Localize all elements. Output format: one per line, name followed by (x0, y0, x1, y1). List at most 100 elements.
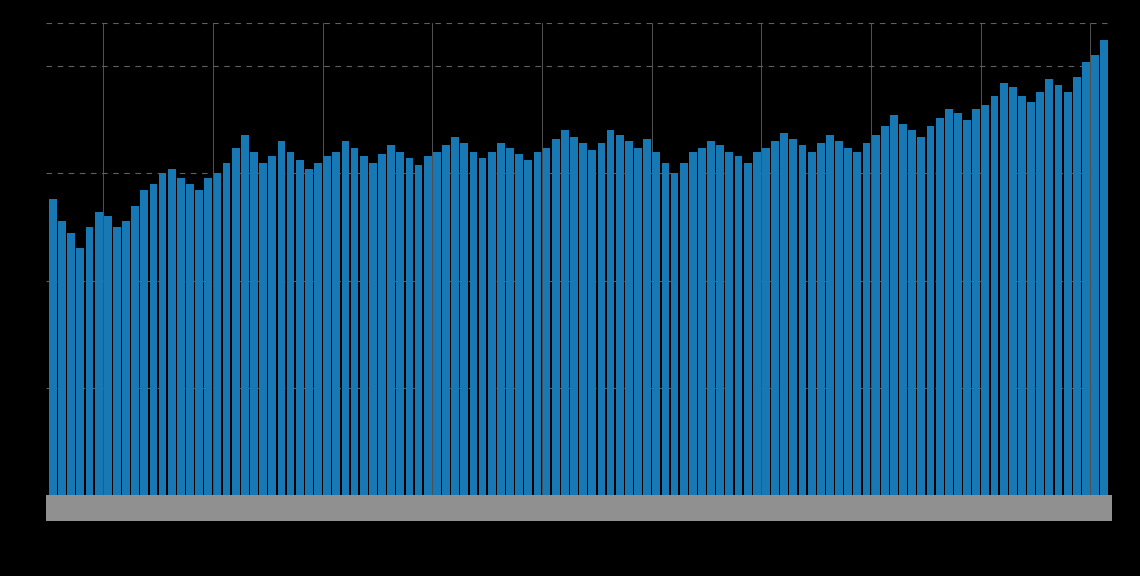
Bar (58, 221, 66, 495)
Bar (378, 154, 386, 495)
Bar (707, 141, 715, 495)
Bar (1064, 92, 1072, 495)
Bar (95, 212, 103, 495)
Bar (534, 152, 541, 495)
Bar (76, 248, 84, 495)
Bar (845, 147, 852, 495)
Bar (918, 137, 926, 495)
Bar (342, 141, 349, 495)
Bar (616, 135, 624, 495)
Bar (606, 130, 614, 495)
Bar (661, 162, 669, 495)
Bar (250, 152, 258, 495)
Bar (588, 150, 596, 495)
Bar (771, 141, 779, 495)
Bar (909, 130, 917, 495)
Bar (286, 152, 294, 495)
Bar (497, 143, 505, 495)
Bar (149, 184, 157, 495)
Bar (881, 126, 889, 495)
Bar (140, 191, 148, 495)
Bar (963, 120, 971, 495)
Bar (306, 169, 312, 495)
Bar (277, 141, 285, 495)
Bar (643, 139, 651, 495)
Bar (1054, 85, 1062, 495)
Bar (296, 161, 303, 495)
Bar (1027, 103, 1035, 495)
Bar (415, 165, 423, 495)
Bar (122, 221, 130, 495)
Bar (734, 156, 742, 495)
Bar (991, 96, 999, 495)
Bar (752, 152, 760, 495)
Bar (698, 147, 706, 495)
Bar (524, 161, 532, 495)
Bar (333, 152, 340, 495)
Bar (470, 152, 478, 495)
Bar (854, 152, 861, 495)
Bar (625, 141, 633, 495)
Bar (259, 162, 267, 495)
Bar (579, 143, 587, 495)
Bar (689, 152, 697, 495)
Bar (388, 145, 396, 495)
Bar (86, 227, 93, 495)
Bar (762, 147, 770, 495)
Bar (826, 135, 833, 495)
Bar (231, 147, 239, 495)
Bar (451, 137, 459, 495)
Bar (945, 109, 953, 495)
Bar (552, 139, 560, 495)
Bar (936, 118, 944, 495)
Bar (424, 156, 432, 495)
Bar (369, 162, 376, 495)
Bar (1000, 83, 1008, 495)
Bar (634, 147, 642, 495)
Bar (113, 227, 121, 495)
Bar (268, 156, 276, 495)
Bar (324, 156, 331, 495)
Bar (1009, 88, 1017, 495)
Bar (397, 152, 405, 495)
Bar (433, 152, 441, 495)
Bar (836, 141, 842, 495)
Bar (49, 199, 57, 495)
Bar (177, 177, 185, 495)
Bar (186, 184, 194, 495)
Bar (863, 143, 871, 495)
Bar (204, 177, 212, 495)
Bar (972, 109, 980, 495)
Bar (927, 126, 935, 495)
Bar (131, 206, 139, 495)
Bar (406, 158, 414, 495)
Bar (213, 173, 221, 495)
Bar (442, 145, 450, 495)
Bar (890, 115, 898, 495)
Bar (781, 132, 788, 495)
Bar (1082, 62, 1090, 495)
Bar (195, 191, 203, 495)
Bar (597, 143, 605, 495)
Bar (725, 152, 733, 495)
Bar (488, 152, 496, 495)
Bar (158, 173, 166, 495)
Bar (652, 152, 660, 495)
Bar (515, 154, 523, 495)
Bar (1100, 40, 1108, 495)
Bar (168, 169, 176, 495)
Bar (570, 137, 578, 495)
Bar (315, 162, 321, 495)
Bar (1073, 77, 1081, 495)
Bar (479, 158, 487, 495)
Bar (679, 162, 687, 495)
Bar (799, 145, 806, 495)
Bar (461, 143, 469, 495)
Bar (954, 113, 962, 495)
Bar (790, 139, 797, 495)
Bar (716, 145, 724, 495)
Bar (1045, 79, 1053, 495)
Bar (670, 173, 678, 495)
Bar (872, 135, 880, 495)
Bar (743, 162, 751, 495)
